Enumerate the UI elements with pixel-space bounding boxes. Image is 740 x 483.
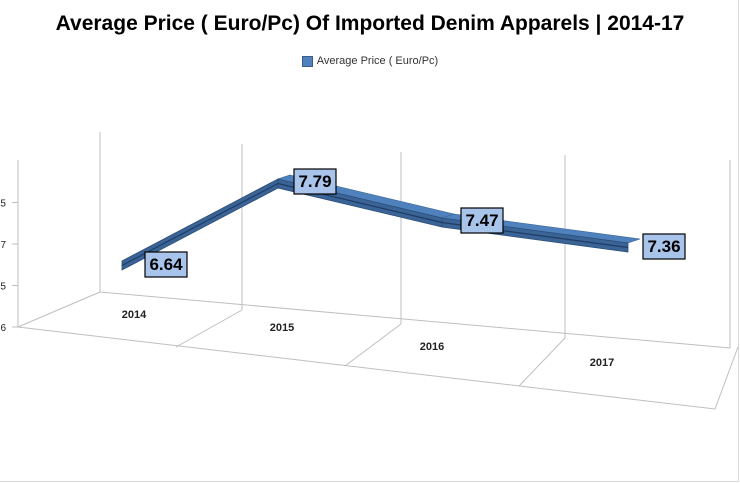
legend-label: Average Price ( Euro/Pc): [316, 55, 439, 67]
data-label: 7.36: [647, 237, 680, 256]
chart-legend: Average Price ( Euro/Pc): [0, 55, 740, 67]
data-label: 7.79: [298, 172, 331, 191]
floor-divider: [344, 323, 402, 367]
data-label: 7.47: [465, 211, 498, 230]
series-ribbon: [121, 174, 641, 271]
y-axis-ticks: 6 6.5 7 7.5: [0, 199, 18, 334]
floor-divider: [175, 309, 243, 348]
series-line: [121, 182, 629, 267]
category-label: 2015: [270, 322, 294, 334]
data-label-box: [642, 233, 686, 260]
floor-left-edge: [17, 291, 101, 328]
y-tick-label: 6.5: [0, 282, 6, 293]
data-label-box: [460, 207, 504, 234]
y-tick-label: 6: [0, 323, 6, 334]
data-label-box: [144, 251, 188, 278]
floor-divider: [518, 337, 566, 387]
y-tick-label: 7: [0, 240, 6, 251]
data-label: 6.64: [149, 255, 183, 274]
legend-swatch: [301, 55, 313, 67]
y-tick-label: 7.5: [0, 199, 6, 210]
floor-back-edge: [99, 291, 731, 349]
data-labels: 6.64 7.79 7.47 7.36: [144, 168, 686, 278]
category-label: 2016: [420, 341, 444, 353]
data-label-box: [293, 168, 337, 195]
category-labels: 2014 2015 2016 2017: [122, 309, 614, 369]
category-label: 2014: [122, 309, 147, 321]
category-label: 2017: [590, 357, 614, 369]
chart-title: Average Price ( Euro/Pc) Of Imported Den…: [55, 12, 685, 35]
floor-front-edge: [17, 326, 739, 410]
